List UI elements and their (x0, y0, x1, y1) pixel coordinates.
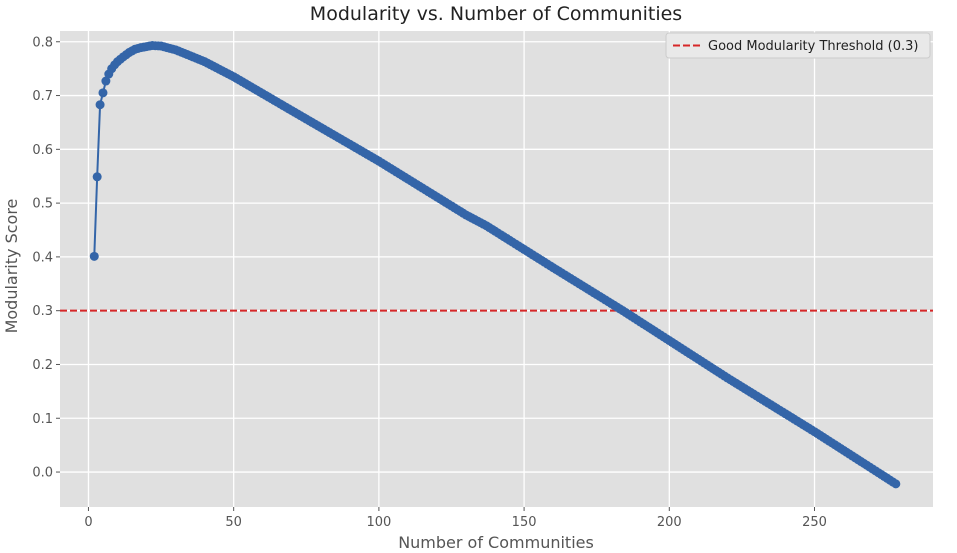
x-tick-label: 0 (84, 515, 92, 530)
x-axis-ticks: 0 50 100 150 200 250 (84, 507, 827, 530)
y-tick-label: 0.6 (32, 143, 53, 158)
y-tick-label: 0.5 (32, 197, 53, 212)
x-tick-label: 100 (366, 515, 391, 530)
legend-box (665, 32, 931, 59)
data-point (891, 479, 901, 489)
x-tick-label: 150 (512, 515, 537, 530)
y-tick-label: 0.4 (32, 250, 53, 265)
y-tick-label: 0.1 (32, 412, 53, 427)
data-point (92, 172, 102, 182)
y-tick-label: 0.3 (32, 304, 53, 319)
y-gridlines (60, 41, 933, 473)
y-axis-ticks: 0.0 0.1 0.2 0.3 0.4 0.5 0.6 0.7 0.8 (32, 35, 60, 481)
y-tick-label: 0.8 (32, 35, 53, 50)
y-tick-label: 0.2 (32, 358, 53, 373)
data-point (101, 76, 111, 86)
y-axis-label: Modularity Score (2, 199, 21, 334)
x-tick-label: 250 (802, 515, 827, 530)
data-point (98, 88, 108, 98)
plot-area (60, 31, 933, 507)
data-point (95, 100, 105, 110)
y-tick-label: 0.0 (32, 466, 53, 481)
y-tick-label: 0.7 (32, 89, 53, 104)
x-tick-label: 50 (225, 515, 242, 530)
legend: Good Modularity Threshold (0.3) (665, 32, 931, 59)
data-point (89, 251, 99, 261)
chart-title: Modularity vs. Number of Communities (310, 3, 682, 25)
x-tick-label: 200 (657, 515, 682, 530)
x-gridlines (87, 31, 816, 507)
legend-threshold-label: Good Modularity Threshold (0.3) (708, 39, 919, 54)
series-points (89, 41, 901, 489)
x-axis-label: Number of Communities (398, 533, 594, 552)
